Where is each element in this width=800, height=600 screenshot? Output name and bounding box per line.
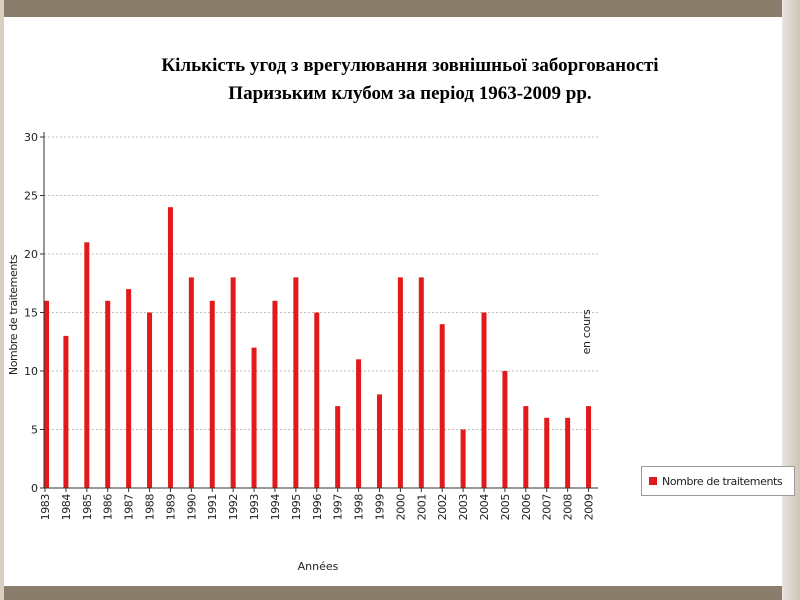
bar-1993 (251, 347, 257, 488)
bar-1984 (63, 335, 69, 488)
title-line-1: Кількість угод з врегулювання зовнішньої… (161, 55, 659, 76)
x-tick-label: 1985 (81, 494, 94, 521)
frame-bottom-border (0, 586, 800, 600)
x-tick-label: 1996 (311, 494, 324, 521)
title-line-2: Паризьким клубом за період 1963-2009 рр. (228, 83, 592, 104)
grid-lines (44, 136, 598, 430)
x-tick-label: 1983 (39, 494, 52, 521)
legend-label: Nombre de traitements (662, 474, 783, 488)
x-tick-label: 2005 (499, 494, 512, 521)
frame-top-border (0, 0, 800, 17)
bar-2006 (523, 406, 529, 488)
frame-left-border (0, 0, 4, 600)
y-tick-label: 25 (24, 190, 38, 203)
x-tick-label: 1988 (144, 494, 157, 521)
x-tick-label: 1987 (123, 494, 136, 521)
x-tick-label: 1999 (373, 494, 386, 521)
bar-2009 (586, 406, 592, 488)
y-tick-label: 30 (24, 131, 38, 144)
y-tick-label: 15 (24, 307, 38, 320)
x-tick-label: 1997 (332, 494, 345, 521)
bar-1996 (314, 312, 320, 488)
y-tick-label: 0 (31, 482, 38, 495)
bar-2002 (439, 324, 445, 488)
y-axis-label: Nombre de traitements (7, 254, 20, 375)
x-axis-label: Années (298, 560, 339, 573)
chart-legend: Nombre de traitements (641, 466, 795, 496)
bar-1985 (84, 242, 90, 488)
bar-1990 (188, 277, 194, 488)
x-tick-label: 2000 (394, 494, 407, 521)
bar-2005 (502, 371, 508, 488)
frame-right-border (782, 0, 800, 600)
axes (43, 132, 598, 489)
bar-1989 (167, 207, 173, 488)
x-tick-label: 1992 (227, 494, 240, 520)
y-tick-labels: 0 5 10 15 20 25 30 (24, 131, 44, 495)
slide-title: Кількість угод з врегулювання зовнішньої… (20, 52, 800, 108)
x-tick-label: 2009 (583, 494, 596, 521)
x-tick-label: 2001 (415, 494, 428, 520)
bar-2000 (397, 277, 403, 488)
bar-1986 (105, 300, 111, 488)
bar-1994 (272, 300, 278, 488)
x-tick-label: 1990 (185, 494, 198, 521)
x-tick-label: 1991 (206, 494, 219, 520)
x-tick-label: 2004 (478, 494, 491, 521)
bar-2007 (544, 417, 550, 488)
x-tick-label: 1995 (290, 494, 303, 521)
bar-1987 (126, 289, 132, 488)
bar-2001 (418, 277, 424, 488)
bar-2004 (481, 312, 487, 488)
bars (44, 207, 592, 488)
bar-1988 (147, 312, 153, 488)
legend-swatch (649, 477, 657, 485)
x-tick-label: 1998 (353, 494, 366, 521)
bar-1999 (376, 394, 382, 488)
x-tick-label: 2008 (562, 494, 575, 521)
bar-1991 (209, 300, 215, 488)
x-tick-label: 1989 (164, 494, 177, 521)
y-tick-label: 20 (24, 248, 38, 261)
x-tick-label: 1984 (60, 494, 73, 521)
bar-2008 (565, 417, 571, 488)
bar-1997 (335, 406, 341, 488)
y-tick-label: 10 (24, 365, 38, 378)
bar-1998 (356, 359, 362, 488)
bar-2003 (460, 429, 466, 488)
x-tick-label: 2002 (436, 494, 449, 520)
x-tick-label: 2007 (541, 494, 554, 521)
x-tick-label: 1986 (102, 494, 115, 521)
y-tick-label: 5 (31, 424, 38, 437)
en-cours-annotation: en cours (580, 309, 593, 354)
x-tick-label: 2003 (457, 494, 470, 521)
bar-1995 (293, 277, 299, 488)
x-tick-label: 1993 (248, 494, 261, 521)
x-tick-labels: 1983 1984 1985 1986 1987 1988 1989 1990 1991 1992… (39, 488, 596, 520)
bar-1992 (230, 277, 236, 488)
x-tick-label: 2006 (520, 494, 533, 521)
x-tick-label: 1994 (269, 494, 282, 521)
bar-1983 (44, 300, 49, 488)
